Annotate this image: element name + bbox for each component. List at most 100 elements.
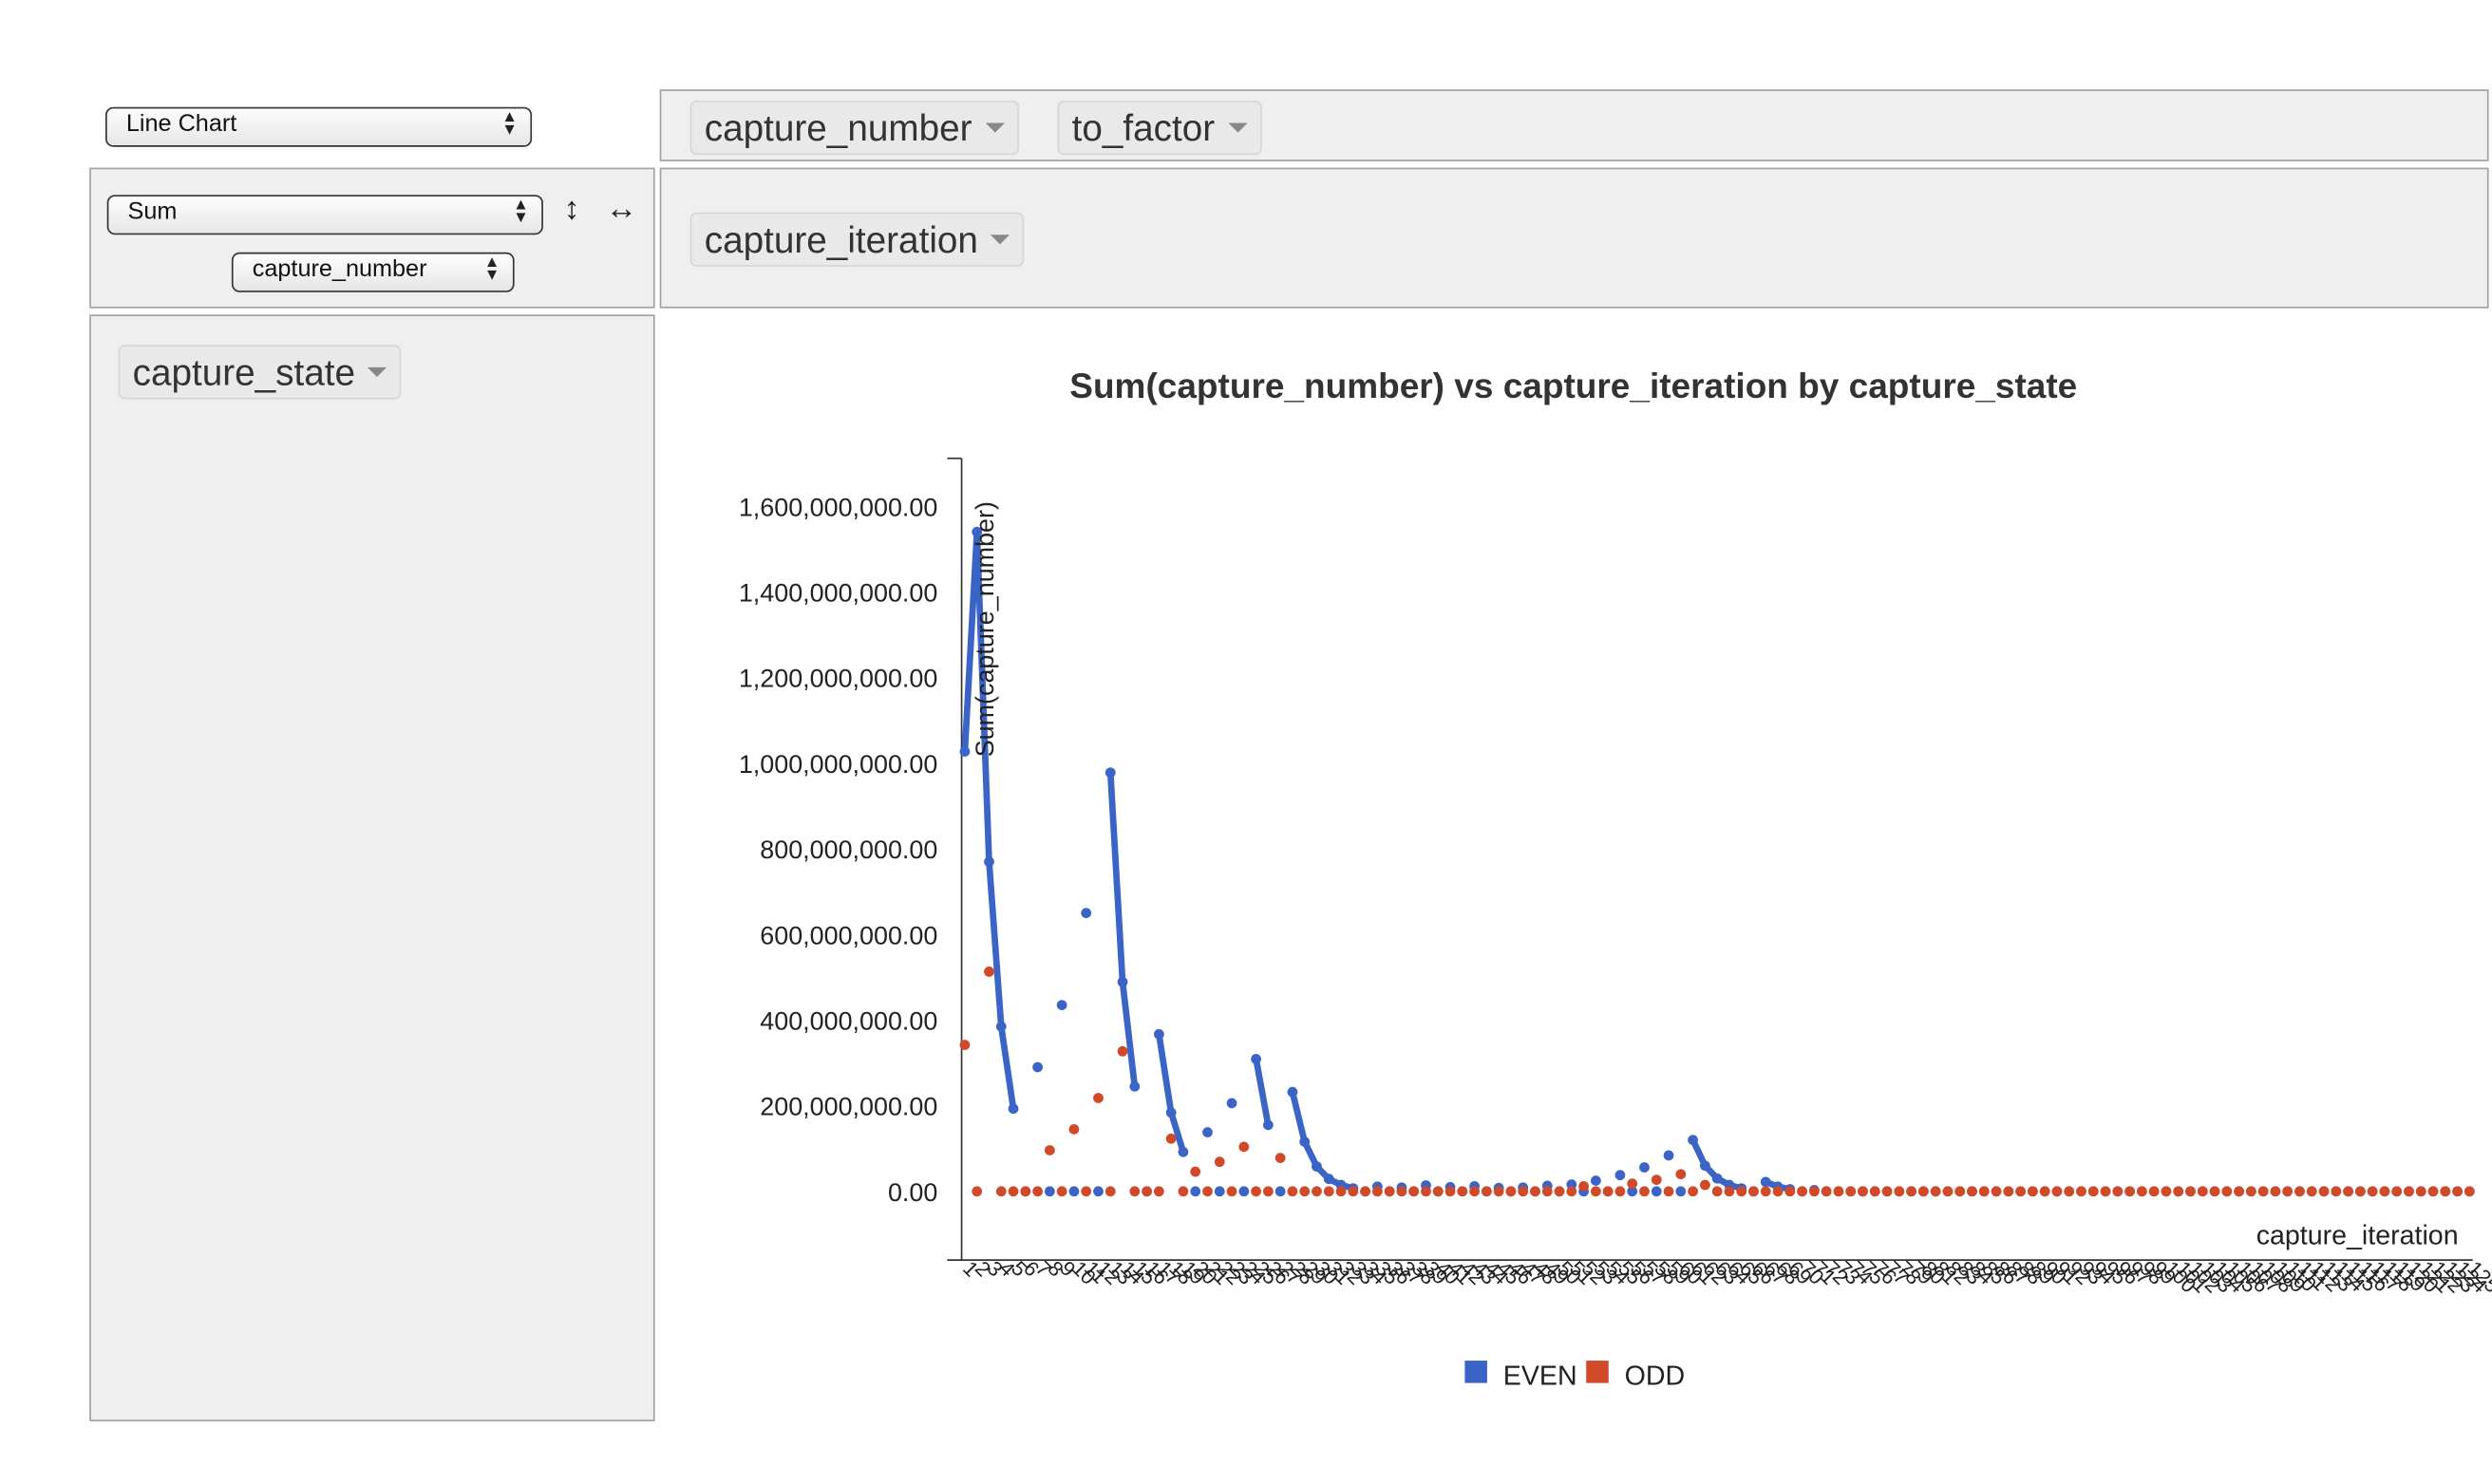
data-point-odd (1432, 1186, 1444, 1197)
y-tick-label: 1,400,000,000.00 (739, 578, 937, 607)
triangle-down-icon[interactable] (984, 122, 1005, 133)
data-point-odd (1505, 1186, 1517, 1197)
data-point-odd (1614, 1186, 1626, 1197)
data-point-even (1627, 1186, 1638, 1197)
triangle-down-icon[interactable] (991, 235, 1010, 245)
attr-pill-capture-iteration[interactable]: capture_iteration (689, 212, 1025, 267)
data-point-odd (2415, 1186, 2426, 1197)
data-point-odd (2379, 1186, 2390, 1197)
data-point-even (1639, 1162, 1650, 1173)
data-point-odd (1421, 1186, 1431, 1197)
data-point-odd (1020, 1186, 1031, 1197)
select-arrows-icon: ▲ ▼ (501, 108, 518, 140)
data-point-odd (1821, 1186, 1832, 1197)
row-attributes-panel[interactable]: capture_state (89, 314, 655, 1421)
y-tick-label: 200,000,000.00 (760, 1093, 937, 1121)
data-point-odd (2306, 1186, 2317, 1197)
aggregator-select[interactable]: Sum ▲ ▼ (106, 195, 543, 235)
data-point-odd (1348, 1186, 1359, 1197)
data-point-even (995, 1021, 1007, 1032)
data-point-even (1711, 1173, 1723, 1184)
triangle-down-icon[interactable] (1227, 122, 1247, 133)
data-point-odd (1396, 1186, 1407, 1197)
data-point-odd (1881, 1186, 1893, 1197)
data-point-even (972, 526, 983, 537)
data-point-odd (2087, 1186, 2099, 1197)
data-point-odd (959, 1040, 971, 1050)
y-axis: 0.00 200,000,000.00 400,000,000.00 600,000,… (739, 457, 963, 1261)
data-point-odd (2440, 1186, 2451, 1197)
series-segment-even (1106, 769, 1126, 986)
data-point-even (984, 856, 994, 867)
data-point-even (1251, 1054, 1261, 1064)
data-point-even (1129, 1080, 1141, 1092)
data-point-even (1081, 908, 1092, 919)
data-point-odd (2136, 1186, 2147, 1197)
data-point-odd (2270, 1186, 2281, 1197)
chart-title: Sum(capture_number) vs capture_iteration… (1069, 366, 2077, 405)
chart-legend: EVEN ODD (1464, 1361, 1685, 1391)
data-point-odd (2452, 1186, 2463, 1197)
data-point-odd (2197, 1186, 2208, 1197)
data-point-odd (2185, 1186, 2196, 1197)
data-point-even (1238, 1186, 1250, 1197)
data-point-odd (1845, 1186, 1857, 1197)
triangle-down-icon[interactable] (368, 366, 387, 377)
data-point-odd (1663, 1186, 1674, 1197)
data-point-odd (2343, 1186, 2353, 1197)
data-point-odd (2051, 1186, 2063, 1197)
data-point-odd (2124, 1186, 2135, 1197)
data-point-odd (1736, 1186, 1747, 1197)
data-point-odd (1360, 1186, 1370, 1197)
series-segment-even (997, 1023, 1017, 1113)
y-tick-label: 0.00 (888, 1178, 937, 1207)
attribute-select[interactable]: capture_number ▲ ▼ (231, 252, 515, 292)
data-point-odd (1335, 1186, 1347, 1197)
data-point-even (1044, 1186, 1055, 1197)
data-point-odd (1627, 1178, 1638, 1190)
data-point-odd (1639, 1186, 1650, 1197)
data-point-odd (1518, 1186, 1529, 1197)
series-segment-even (986, 858, 1005, 1030)
data-point-odd (1238, 1141, 1250, 1153)
data-point-odd (1444, 1186, 1456, 1197)
attr-pill-to-factor[interactable]: to_factor (1057, 100, 1261, 156)
data-point-odd (1688, 1186, 1698, 1197)
data-point-odd (1554, 1186, 1565, 1197)
data-point-even (1688, 1135, 1698, 1146)
data-point-odd (1894, 1186, 1905, 1197)
data-point-odd (1093, 1093, 1104, 1103)
data-point-even (1299, 1136, 1311, 1147)
data-point-odd (1711, 1186, 1723, 1197)
data-point-odd (1942, 1186, 1954, 1197)
series-segment-even (1156, 1030, 1175, 1117)
renderer-select[interactable]: Line Chart ▲ ▼ (105, 106, 533, 147)
data-point-odd (1251, 1186, 1261, 1197)
series-segment-even (961, 528, 981, 755)
data-point-odd (1008, 1186, 1019, 1197)
series-points (959, 526, 2475, 1197)
x-axis-label: capture_iteration (2256, 1220, 2459, 1250)
data-point-even (1590, 1175, 1601, 1186)
unused-attributes-panel[interactable]: capture_number to_factor (659, 89, 2489, 161)
data-point-odd (1274, 1153, 1286, 1163)
attr-pill-capture-state[interactable]: capture_state (118, 345, 402, 400)
data-point-odd (984, 967, 994, 977)
data-point-even (1202, 1127, 1213, 1137)
series-lines (961, 528, 1794, 1193)
data-point-odd (2391, 1186, 2403, 1197)
attr-pill-capture-number[interactable]: capture_number (689, 100, 1019, 156)
column-attributes-panel[interactable]: capture_iteration (659, 167, 2489, 309)
row-order-icon[interactable]: ↕ (563, 191, 580, 227)
data-point-odd (1566, 1186, 1577, 1197)
data-point-odd (1917, 1186, 1929, 1197)
data-point-odd (1481, 1186, 1492, 1197)
data-point-odd (2404, 1186, 2414, 1197)
data-point-odd (2245, 1186, 2256, 1197)
legend-swatch-odd (1586, 1361, 1609, 1383)
col-order-icon[interactable]: ↔ (605, 191, 638, 227)
select-arrows-icon: ▲ ▼ (483, 254, 500, 285)
data-point-even (1651, 1186, 1662, 1197)
data-point-even (1117, 976, 1128, 987)
data-point-even (1178, 1146, 1189, 1157)
